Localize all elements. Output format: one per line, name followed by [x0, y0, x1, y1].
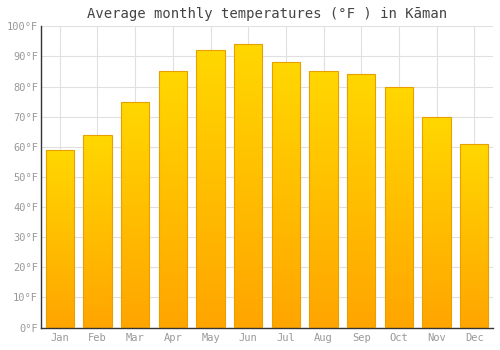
Bar: [121, 102, 150, 328]
Bar: [384, 86, 413, 328]
Bar: [347, 75, 376, 328]
Bar: [310, 71, 338, 328]
Bar: [84, 135, 112, 328]
Bar: [422, 117, 450, 328]
Bar: [196, 50, 224, 328]
Bar: [272, 62, 300, 328]
Bar: [234, 44, 262, 328]
Bar: [158, 71, 187, 328]
Bar: [460, 144, 488, 328]
Title: Average monthly temperatures (°F ) in Kāman: Average monthly temperatures (°F ) in Kā…: [87, 7, 447, 21]
Bar: [46, 150, 74, 328]
